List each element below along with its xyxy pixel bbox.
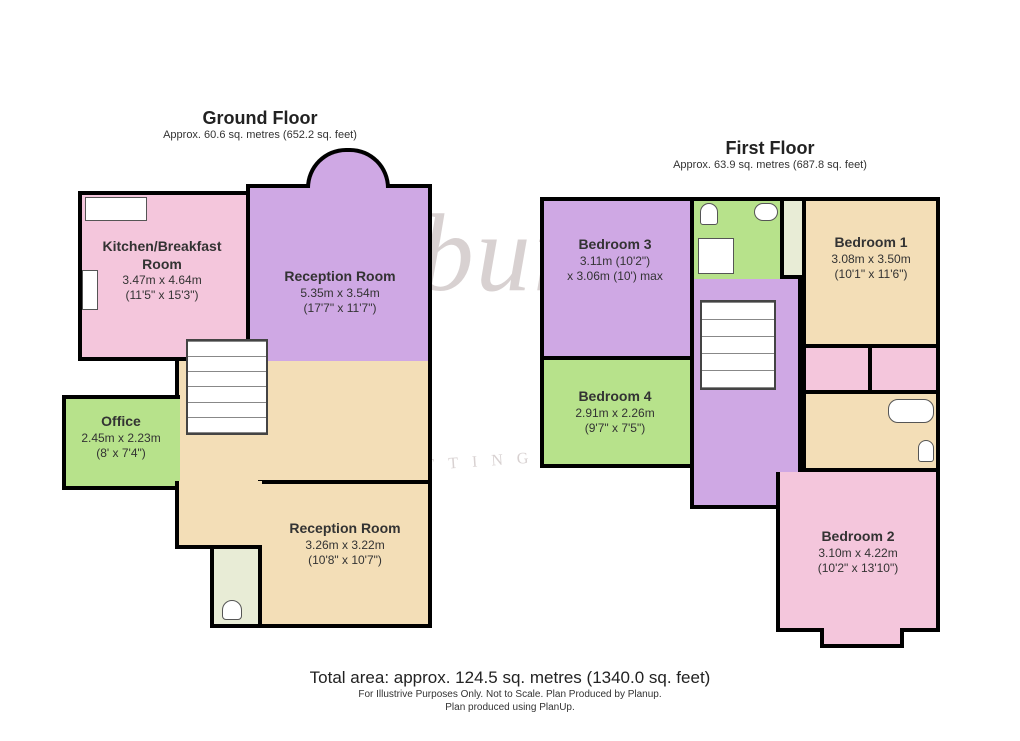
label-reception1: Reception Room 5.35m x 3.54m (17'7" x 11… <box>270 268 410 316</box>
first-floor-subtitle: Approx. 63.9 sq. metres (687.8 sq. feet) <box>640 159 900 171</box>
fixture-toilet-ground <box>222 600 242 620</box>
label-reception2: Reception Room 3.26m x 3.22m (10'8" x 10… <box>268 520 422 568</box>
ground-floor-title: Ground Floor <box>150 108 370 129</box>
room-hall-lower <box>175 481 262 549</box>
fixture-shower <box>698 238 734 274</box>
footer: Total area: approx. 124.5 sq. metres (13… <box>0 668 1020 714</box>
fixture-basin-ensuite <box>754 203 778 221</box>
fixture-bathtub <box>888 399 934 423</box>
label-office: Office 2.45m x 2.23m (8' x 7'4") <box>66 413 176 461</box>
stairs-ground <box>186 339 268 435</box>
floorplan-canvas: Milburys SALES LETTING MANAGEMENT SALES … <box>0 0 1020 741</box>
stairs-first <box>700 300 776 390</box>
footer-total: Total area: approx. 124.5 sq. metres (13… <box>0 668 1020 688</box>
label-kitchen: Kitchen/Breakfast Room 3.47m x 4.64m (11… <box>86 238 238 303</box>
room-robe1 <box>802 348 870 394</box>
label-bed2: Bedroom 2 3.10m x 4.22m (10'2" x 13'10") <box>786 528 930 576</box>
label-bed4: Bedroom 4 2.91m x 2.26m (9'7" x 7'5") <box>546 388 684 436</box>
fixture-toilet-ensuite <box>700 203 718 225</box>
room-robe2 <box>870 348 940 394</box>
first-floor-header: First Floor Approx. 63.9 sq. metres (687… <box>640 138 900 171</box>
footer-fineprint-2: Plan produced using PlanUp. <box>0 701 1020 714</box>
footer-fineprint-1: For Illustrive Purposes Only. Not to Sca… <box>0 688 1020 701</box>
fixture-toilet-bath <box>918 440 934 462</box>
label-bed1: Bedroom 1 3.08m x 3.50m (10'1" x 11'6") <box>808 234 934 282</box>
fixture-sink <box>85 197 147 221</box>
ground-floor-subtitle: Approx. 60.6 sq. metres (652.2 sq. feet) <box>150 129 370 141</box>
ground-floor-header: Ground Floor Approx. 60.6 sq. metres (65… <box>150 108 370 141</box>
first-floor-title: First Floor <box>640 138 900 159</box>
reception1-bay <box>306 148 390 188</box>
bed2-bay <box>820 628 904 648</box>
label-bed3: Bedroom 3 3.11m (10'2") x 3.06m (10') ma… <box>548 236 682 284</box>
